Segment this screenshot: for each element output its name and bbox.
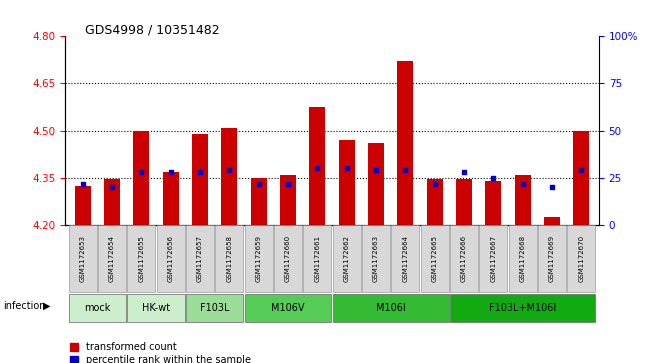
Text: ▶: ▶ — [42, 301, 50, 311]
FancyBboxPatch shape — [245, 225, 273, 292]
Bar — [368, 143, 384, 225]
Point — [224, 167, 234, 173]
Text: infection: infection — [3, 301, 46, 311]
Point — [283, 181, 293, 187]
FancyBboxPatch shape — [538, 225, 566, 292]
Bar — [426, 179, 443, 225]
FancyBboxPatch shape — [69, 225, 96, 292]
FancyBboxPatch shape — [157, 225, 185, 292]
Bar — [221, 127, 238, 225]
Point — [547, 184, 557, 190]
FancyBboxPatch shape — [391, 225, 419, 292]
Text: GSM1172659: GSM1172659 — [256, 235, 262, 282]
Point — [430, 181, 440, 187]
Point — [312, 166, 322, 171]
Bar — [485, 181, 501, 225]
Bar — [309, 107, 326, 225]
Point — [77, 181, 88, 187]
Text: GSM1172653: GSM1172653 — [79, 235, 86, 282]
Bar — [339, 140, 355, 225]
Text: F103L: F103L — [200, 303, 229, 313]
Bar — [251, 178, 267, 225]
Text: GSM1172656: GSM1172656 — [168, 235, 174, 282]
FancyBboxPatch shape — [421, 225, 449, 292]
FancyBboxPatch shape — [186, 225, 214, 292]
Text: GSM1172657: GSM1172657 — [197, 235, 203, 282]
FancyBboxPatch shape — [128, 294, 185, 322]
FancyBboxPatch shape — [245, 294, 331, 322]
Bar — [544, 217, 560, 225]
Point — [576, 167, 587, 173]
Text: F103L+M106I: F103L+M106I — [489, 303, 557, 313]
Text: M106I: M106I — [376, 303, 406, 313]
FancyBboxPatch shape — [508, 225, 536, 292]
Point — [400, 167, 411, 173]
Text: GSM1172655: GSM1172655 — [139, 235, 145, 282]
FancyBboxPatch shape — [215, 225, 243, 292]
Text: mock: mock — [84, 303, 111, 313]
Point — [253, 181, 264, 187]
Bar — [574, 131, 589, 225]
FancyBboxPatch shape — [274, 225, 302, 292]
FancyBboxPatch shape — [98, 225, 126, 292]
Point — [371, 167, 381, 173]
Text: GSM1172660: GSM1172660 — [285, 235, 291, 282]
FancyBboxPatch shape — [362, 225, 390, 292]
Text: GSM1172654: GSM1172654 — [109, 235, 115, 282]
FancyBboxPatch shape — [479, 225, 507, 292]
FancyBboxPatch shape — [333, 294, 449, 322]
FancyBboxPatch shape — [450, 225, 478, 292]
Bar — [456, 179, 472, 225]
Bar — [75, 186, 90, 225]
Bar — [192, 134, 208, 225]
Text: GSM1172666: GSM1172666 — [461, 235, 467, 282]
Text: GSM1172663: GSM1172663 — [373, 235, 379, 282]
Point — [165, 169, 176, 175]
Point — [107, 184, 117, 190]
FancyBboxPatch shape — [568, 225, 595, 292]
Point — [518, 181, 528, 187]
Legend: transformed count, percentile rank within the sample: transformed count, percentile rank withi… — [70, 342, 251, 363]
Point — [136, 169, 146, 175]
FancyBboxPatch shape — [333, 225, 361, 292]
Bar — [133, 131, 150, 225]
Point — [459, 169, 469, 175]
Bar — [514, 175, 531, 225]
Text: GSM1172665: GSM1172665 — [432, 235, 437, 282]
Text: HK-wt: HK-wt — [142, 303, 170, 313]
Point — [342, 166, 352, 171]
Bar — [397, 61, 413, 225]
FancyBboxPatch shape — [450, 294, 595, 322]
Text: GSM1172664: GSM1172664 — [402, 235, 408, 282]
FancyBboxPatch shape — [186, 294, 243, 322]
FancyBboxPatch shape — [69, 294, 126, 322]
Text: GSM1172670: GSM1172670 — [578, 235, 585, 282]
Text: GSM1172668: GSM1172668 — [519, 235, 525, 282]
Bar — [280, 175, 296, 225]
Text: GSM1172658: GSM1172658 — [227, 235, 232, 282]
Point — [488, 175, 499, 181]
Point — [195, 169, 205, 175]
Bar — [163, 172, 179, 225]
FancyBboxPatch shape — [128, 225, 156, 292]
FancyBboxPatch shape — [303, 225, 331, 292]
Bar — [104, 179, 120, 225]
Text: GSM1172661: GSM1172661 — [314, 235, 320, 282]
Text: M106V: M106V — [271, 303, 305, 313]
Text: GSM1172667: GSM1172667 — [490, 235, 496, 282]
Text: GDS4998 / 10351482: GDS4998 / 10351482 — [85, 24, 219, 37]
Text: GSM1172662: GSM1172662 — [344, 235, 350, 282]
Text: GSM1172669: GSM1172669 — [549, 235, 555, 282]
